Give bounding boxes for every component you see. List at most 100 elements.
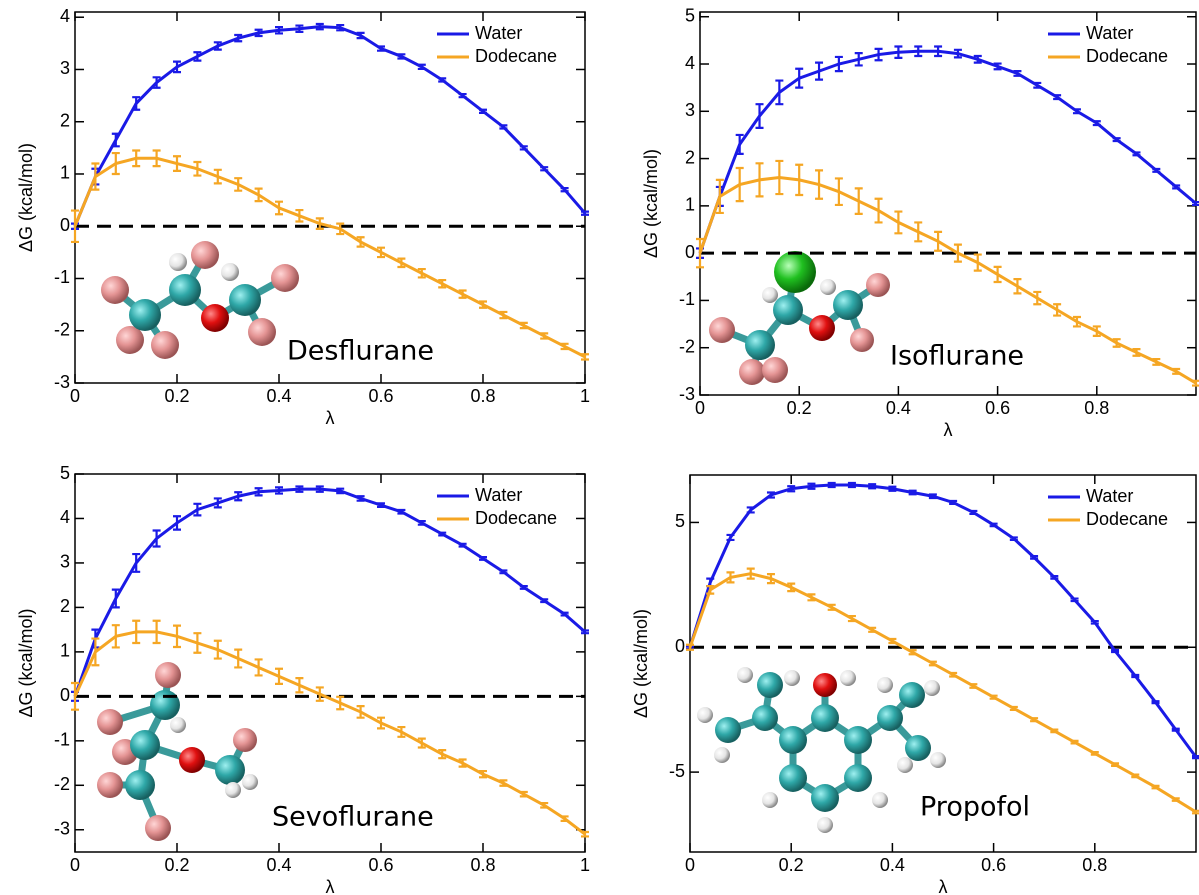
error-bar — [1192, 202, 1199, 205]
plot-frame — [75, 474, 585, 852]
y-tick-label: -3 — [54, 372, 70, 392]
x-axis-label: λ — [939, 877, 948, 895]
y-tick-label: -3 — [54, 819, 70, 839]
x-tick-label: 0.6 — [981, 855, 1006, 875]
error-bar — [1192, 811, 1199, 813]
error-bar — [561, 188, 569, 191]
y-tick-label: -2 — [54, 774, 70, 794]
page: {"chart_data": [ {"type": "line", "annot… — [0, 0, 1199, 895]
x-tick-label: 0.4 — [886, 398, 911, 418]
x-axis-label: λ — [326, 877, 335, 895]
error-bar — [747, 507, 755, 512]
error-bar — [438, 78, 446, 81]
y-tick-label: -2 — [54, 319, 70, 339]
y-tick-label: 5 — [60, 463, 70, 483]
plot-frame — [700, 12, 1196, 395]
x-tick-label: 0.6 — [368, 386, 393, 406]
y-tick-label: 0 — [60, 685, 70, 705]
y-tick-label: 2 — [685, 147, 695, 167]
error-bar — [726, 535, 734, 540]
error-bar — [756, 104, 764, 128]
y-tick-label: 3 — [60, 58, 70, 78]
legend-label: Dodecane — [1086, 46, 1168, 66]
error-bar — [499, 571, 507, 574]
series-line — [700, 51, 1196, 253]
error-bar — [775, 81, 783, 105]
y-tick-label: -1 — [54, 267, 70, 287]
x-tick-label: 0.8 — [470, 386, 495, 406]
y-tick-label: 3 — [60, 552, 70, 572]
x-tick-label: 0.2 — [779, 855, 804, 875]
error-bar — [520, 146, 528, 149]
error-bar — [581, 631, 589, 634]
legend-label: Water — [1086, 23, 1133, 43]
annotation: Isoflurane — [890, 341, 1024, 372]
y-tick-label: -1 — [54, 730, 70, 750]
molecule — [709, 251, 890, 385]
molecule — [697, 667, 946, 833]
x-tick-label: 0.8 — [1084, 398, 1109, 418]
x-tick-label: 0.4 — [880, 855, 905, 875]
x-tick-label: 0.2 — [787, 398, 812, 418]
error-bar — [1091, 621, 1099, 623]
error-bar — [499, 125, 507, 128]
x-tick-label: 0 — [70, 855, 80, 875]
y-tick-label: 1 — [685, 195, 695, 215]
molecule — [101, 241, 299, 359]
x-axis-label: λ — [944, 420, 953, 440]
y-tick-label: 4 — [60, 507, 70, 527]
x-tick-label: 0 — [695, 398, 705, 418]
error-bar — [1111, 650, 1119, 652]
x-tick-label: 0 — [70, 386, 80, 406]
error-bar — [1192, 381, 1199, 386]
annotation: Sevoflurane — [272, 802, 434, 833]
y-tick-label: 2 — [60, 110, 70, 130]
y-axis-label: ΔG (kcal/mol) — [631, 609, 651, 718]
x-tick-label: 0.2 — [164, 855, 189, 875]
annotation: Desflurane — [287, 336, 434, 367]
error-bar — [520, 586, 528, 589]
legend-label: Water — [475, 23, 522, 43]
y-tick-label: 3 — [685, 100, 695, 120]
x-tick-label: 0 — [685, 855, 695, 875]
x-tick-label: 1 — [580, 386, 590, 406]
y-tick-label: 4 — [60, 6, 70, 26]
error-bar — [173, 516, 181, 529]
legend-label: Water — [475, 485, 522, 505]
error-bar — [479, 557, 487, 560]
y-tick-label: 0 — [685, 242, 695, 262]
x-axis-label: λ — [326, 408, 335, 428]
y-tick-label: 0 — [675, 636, 685, 656]
molecule — [97, 662, 258, 841]
y-tick-label: 2 — [60, 596, 70, 616]
x-tick-label: 0.6 — [368, 855, 393, 875]
x-tick-label: 0.2 — [164, 386, 189, 406]
error-bar — [1192, 756, 1199, 758]
error-bar — [1152, 169, 1160, 172]
error-bar — [540, 167, 548, 170]
y-tick-label: 4 — [685, 53, 695, 73]
x-tick-label: 0.6 — [985, 398, 1010, 418]
legend-label: Dodecane — [475, 508, 557, 528]
y-tick-label: -1 — [679, 289, 695, 309]
legend-label: Dodecane — [475, 46, 557, 66]
error-bar — [540, 599, 548, 602]
error-bar — [1010, 537, 1018, 539]
annotation: Propofol — [920, 792, 1030, 823]
error-bar — [1113, 138, 1121, 141]
x-tick-label: 1 — [580, 855, 590, 875]
y-axis-label: ΔG (kcal/mol) — [641, 149, 661, 258]
x-tick-label: 0.8 — [470, 855, 495, 875]
error-bar — [1050, 576, 1058, 578]
error-bar — [561, 816, 569, 820]
y-tick-label: -5 — [669, 761, 685, 781]
y-tick-label: 5 — [685, 5, 695, 25]
error-bar — [1132, 152, 1140, 155]
error-bar — [581, 212, 589, 215]
error-bar — [581, 832, 589, 836]
error-bar — [1172, 186, 1180, 189]
error-bar — [459, 94, 467, 97]
figure: 0 0.2 0.4 0.6 0.8 1 -3 -2 -1 0 1 2 3 4 Water Dodecane λ Δ… — [0, 0, 1199, 895]
error-bar — [1152, 701, 1160, 703]
error-bar — [1030, 556, 1038, 558]
